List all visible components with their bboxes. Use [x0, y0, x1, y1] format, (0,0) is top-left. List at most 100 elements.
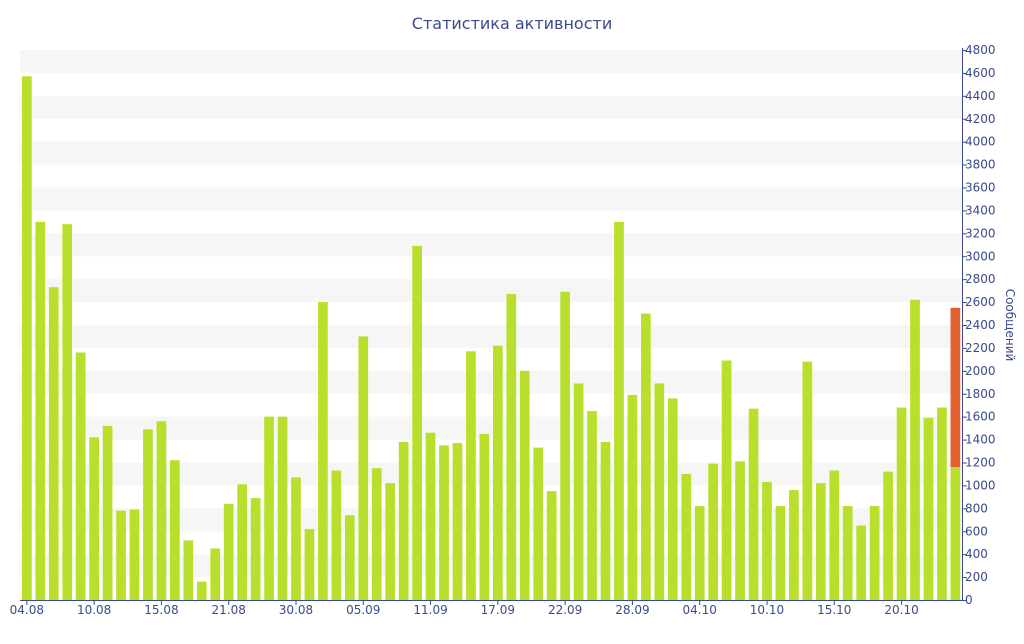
grid-band — [20, 279, 962, 303]
bar — [479, 433, 490, 600]
bar — [802, 361, 813, 600]
bar — [560, 291, 570, 600]
grid-band — [20, 370, 962, 394]
x-tick-label: 21.08 — [212, 603, 246, 617]
x-tick-label: 17.09 — [481, 603, 515, 617]
y-tick-label: 1800 — [965, 387, 996, 401]
bar — [506, 294, 517, 600]
bar-highlight — [950, 307, 961, 468]
bar — [466, 351, 476, 600]
y-tick-label: 1600 — [965, 410, 996, 424]
bar — [735, 461, 745, 600]
grid-band — [20, 141, 962, 165]
x-tick-label: 15.10 — [817, 603, 851, 617]
x-tick-label: 28.09 — [615, 603, 649, 617]
bar — [748, 408, 759, 600]
bar — [587, 410, 597, 600]
bar — [896, 407, 907, 600]
grid-bands — [20, 50, 962, 578]
bar — [829, 470, 840, 600]
y-tick-label: 4000 — [965, 135, 996, 149]
bar — [89, 437, 99, 600]
bar — [439, 445, 449, 600]
y-tick-label: 2400 — [965, 318, 996, 332]
y-tick-label: 4400 — [965, 89, 996, 103]
bar — [62, 224, 73, 600]
bar — [923, 417, 934, 600]
grid-band — [20, 95, 962, 119]
bar — [264, 416, 274, 600]
bar — [425, 432, 436, 600]
bars — [22, 76, 961, 600]
bar — [869, 506, 880, 600]
bar — [519, 370, 530, 600]
bar — [210, 548, 221, 600]
y-tick-label: 2200 — [965, 341, 996, 355]
bar — [412, 245, 422, 600]
bar — [883, 471, 893, 600]
bar — [398, 441, 409, 600]
y-axis-label: Сообщений — [1003, 289, 1017, 362]
grid-band — [20, 187, 962, 211]
y-tick-label: 800 — [965, 501, 988, 515]
bar — [789, 490, 799, 600]
y-tick-label: 1200 — [965, 456, 996, 470]
bar — [937, 407, 947, 600]
bar — [291, 477, 301, 600]
bar — [331, 470, 342, 600]
x-tick-label: 22.09 — [548, 603, 582, 617]
bar — [75, 352, 86, 600]
y-tick-label: 3200 — [965, 226, 996, 240]
x-tick-label: 20.10 — [884, 603, 918, 617]
bar — [170, 460, 180, 600]
y-tick-label: 4200 — [965, 112, 996, 126]
bar — [950, 467, 961, 600]
y-tick-label: 400 — [965, 547, 988, 561]
y-tick-label: 2000 — [965, 364, 996, 378]
y-tick-label: 1000 — [965, 478, 996, 492]
x-tick-label: 05.09 — [346, 603, 380, 617]
bar — [654, 383, 665, 600]
bar — [815, 483, 826, 600]
grid-band — [20, 50, 962, 73]
bar — [304, 528, 315, 600]
bar — [600, 441, 611, 600]
bar — [546, 491, 557, 600]
x-axis: 04.08 10.08 15.08 21.08 30.08 05.09 11.09 17.09… — [10, 600, 919, 617]
bar — [371, 468, 382, 600]
bar — [573, 383, 584, 600]
y-tick-label: 0 — [965, 593, 973, 607]
bar — [344, 515, 355, 600]
bar — [721, 360, 732, 600]
bar — [614, 221, 624, 600]
y-tick-label: 3000 — [965, 249, 996, 263]
x-tick-label: 04.10 — [683, 603, 717, 617]
y-tick-label: 1400 — [965, 433, 996, 447]
bar — [196, 581, 207, 600]
bar — [533, 447, 544, 600]
y-tick-label: 600 — [965, 524, 988, 538]
bar — [694, 506, 705, 600]
bar — [129, 509, 140, 600]
bar — [102, 425, 113, 600]
bar — [223, 503, 234, 600]
x-tick-label: 04.08 — [10, 603, 44, 617]
bar — [627, 394, 638, 600]
bar — [116, 510, 126, 600]
grid-band — [20, 233, 962, 257]
bar — [48, 287, 59, 600]
bar — [493, 345, 503, 600]
bar — [143, 429, 153, 600]
bar — [667, 398, 678, 600]
bar — [250, 498, 261, 600]
bar — [237, 484, 248, 600]
y-tick-label: 2600 — [965, 295, 996, 309]
y-tick-label: 4600 — [965, 66, 996, 80]
bar — [35, 221, 46, 600]
bar — [358, 336, 369, 600]
y-axis: 0 200 400 600 800 1000 1200 1400 1600 1800 2000 220… — [962, 43, 996, 607]
x-tick-label: 11.09 — [413, 603, 447, 617]
y-tick-label: 200 — [965, 570, 988, 584]
bar — [762, 481, 772, 600]
